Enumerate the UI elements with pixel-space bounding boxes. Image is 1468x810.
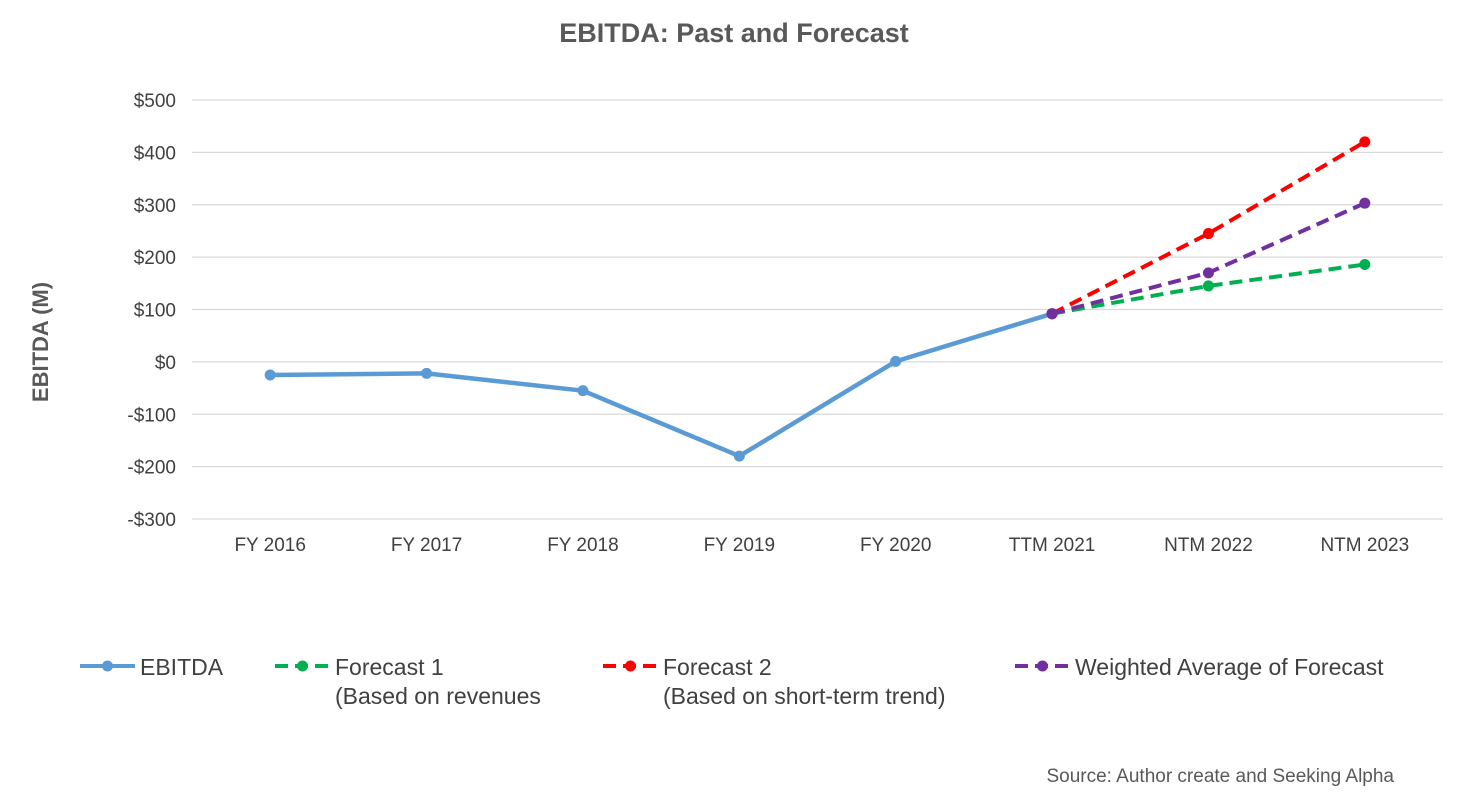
data-point [890, 355, 902, 367]
legend-label: Forecast 1 [335, 654, 444, 680]
legend-item-2: Forecast 2 (Based on short-term trend) [603, 654, 946, 709]
data-point [421, 367, 433, 379]
legend-label: Weighted Average of Forecast [1075, 654, 1384, 680]
x-tick-label: NTM 2023 [1320, 535, 1409, 556]
x-tick-label: FY 2018 [547, 535, 618, 556]
y-tick-label: $400 [134, 143, 176, 164]
legend-swatch-marker [1037, 660, 1048, 672]
data-point [733, 450, 745, 462]
series-3 [1046, 197, 1371, 320]
y-tick-label: $300 [134, 196, 176, 217]
legend-label: Forecast 2 [663, 654, 772, 680]
legend: EBITDA Forecast 1(Based on revenuesForeca… [80, 654, 1384, 709]
legend-item-0: EBITDA [80, 654, 224, 680]
data-point [1202, 267, 1214, 279]
y-tick-label: $0 [155, 353, 176, 374]
series-line [270, 311, 1053, 459]
series-2 [1046, 136, 1371, 320]
chart-title: EBITDA: Past and Forecast [559, 18, 909, 48]
data-point [1202, 228, 1214, 240]
data-point [1359, 258, 1371, 270]
y-tick-label: $100 [134, 301, 176, 322]
y-tick-label: $500 [134, 91, 176, 112]
series-0 [264, 308, 1058, 462]
legend-item-3: Weighted Average of Forecast [1015, 654, 1384, 680]
legend-label: (Based on revenues [335, 683, 541, 709]
source-note: Source: Author create and Seeking Alpha [1046, 766, 1394, 787]
legend-label: EBITDA [140, 654, 224, 680]
y-tick-labels: $500 $400 $300 $200 $100 $0 -$100 -$200 -$300 [127, 91, 176, 531]
x-tick-label: FY 2016 [234, 535, 305, 556]
y-tick-label: $200 [134, 248, 176, 269]
x-tick-label: TTM 2021 [1009, 535, 1096, 556]
x-tick-label: FY 2019 [704, 535, 775, 556]
data-point [1046, 308, 1058, 320]
series-line [1051, 201, 1366, 316]
legend-swatch-marker [625, 660, 636, 672]
data-point [1359, 197, 1371, 209]
data-point [264, 369, 276, 381]
series-line [1051, 262, 1366, 316]
x-tick-label: NTM 2022 [1164, 535, 1253, 556]
data-point [1359, 136, 1371, 148]
data-point [1202, 280, 1214, 292]
data-point [577, 385, 589, 397]
grid-lines [192, 99, 1443, 520]
y-tick-label: -$200 [127, 458, 176, 479]
data-series [264, 136, 1371, 462]
x-tick-label: FY 2017 [391, 535, 462, 556]
legend-item-1: Forecast 1 (Based on revenues [275, 654, 541, 709]
y-tick-label: -$300 [127, 510, 176, 531]
y-axis-label: EBITDA (M) [28, 282, 53, 402]
y-tick-label: -$100 [127, 405, 176, 426]
x-tick-labels: FY 2016 FY 2017 FY 2018 FY 2019 FY 2020 TTM 2… [234, 535, 1409, 556]
legend-swatch-marker [297, 660, 308, 672]
x-tick-label: FY 2020 [860, 535, 931, 556]
legend-swatch-marker [102, 660, 113, 672]
legend-label: (Based on short-term trend) [663, 683, 946, 709]
